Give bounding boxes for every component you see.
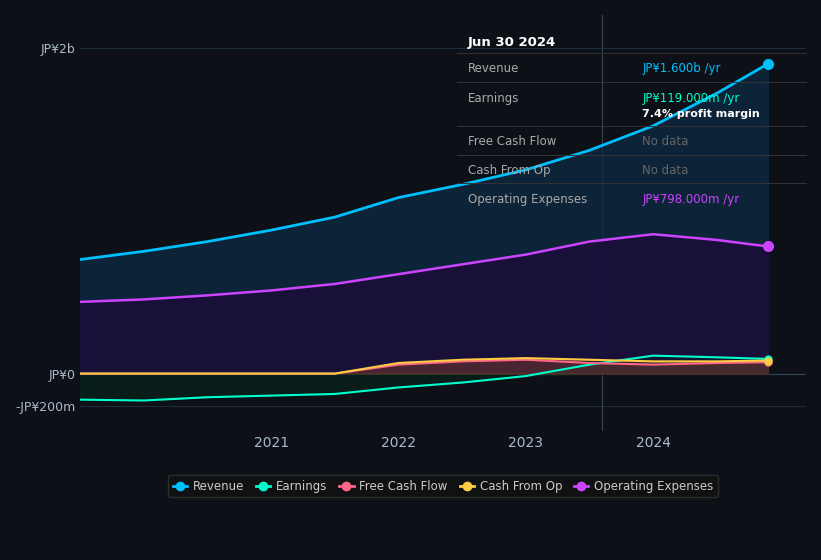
Text: JP¥1.600b /yr: JP¥1.600b /yr bbox=[642, 62, 721, 76]
Text: JP¥798.000m /yr: JP¥798.000m /yr bbox=[642, 193, 740, 206]
Text: Revenue: Revenue bbox=[468, 62, 519, 76]
Text: Jun 30 2024: Jun 30 2024 bbox=[468, 36, 556, 49]
Text: Operating Expenses: Operating Expenses bbox=[468, 193, 587, 206]
Text: No data: No data bbox=[642, 135, 689, 148]
Text: Earnings: Earnings bbox=[468, 92, 519, 105]
Text: No data: No data bbox=[642, 164, 689, 176]
Text: JP¥119.000m /yr: JP¥119.000m /yr bbox=[642, 92, 740, 105]
Text: Free Cash Flow: Free Cash Flow bbox=[468, 135, 556, 148]
Text: 7.4% profit margin: 7.4% profit margin bbox=[642, 109, 760, 119]
Legend: Revenue, Earnings, Free Cash Flow, Cash From Op, Operating Expenses: Revenue, Earnings, Free Cash Flow, Cash … bbox=[168, 475, 718, 497]
Text: Cash From Op: Cash From Op bbox=[468, 164, 550, 176]
